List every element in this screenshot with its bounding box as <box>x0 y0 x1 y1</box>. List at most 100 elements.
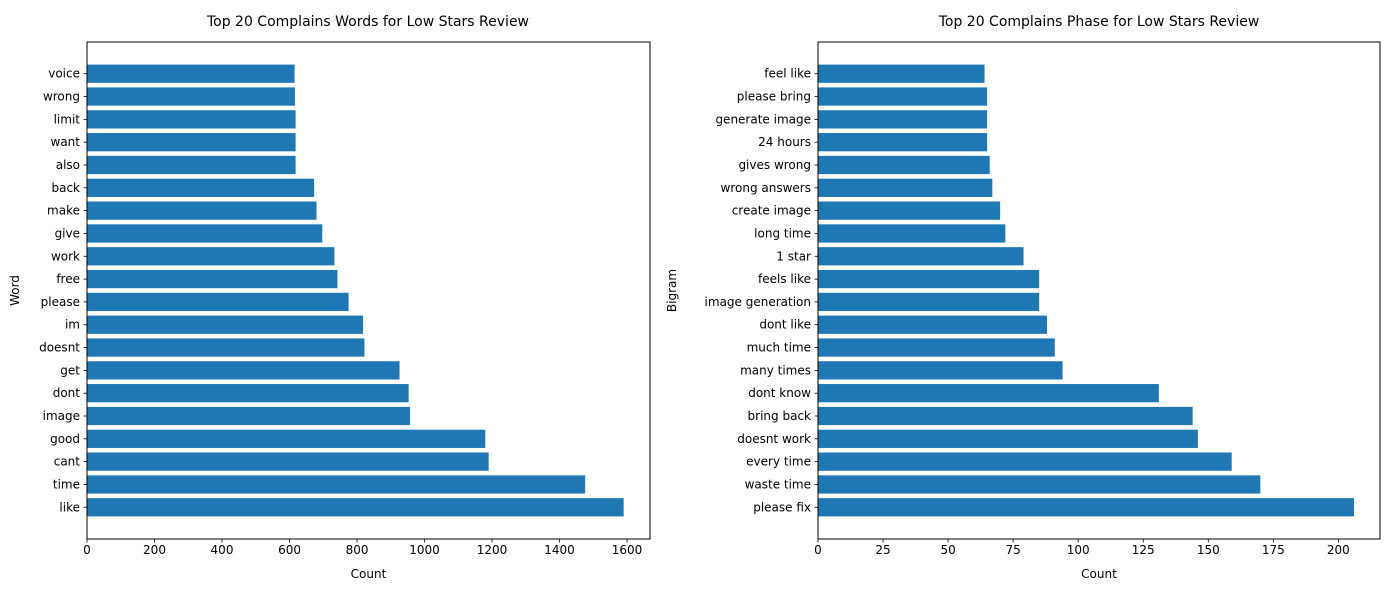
bigrams-ytick-label-12: long time <box>754 226 811 240</box>
bigrams-xtick-label-1: 25 <box>875 543 890 557</box>
bigrams-ytick-label-8: dont like <box>759 318 811 332</box>
bigrams-axes-frame <box>817 41 1381 540</box>
bigrams-ytick-label-14: wrong answers <box>721 181 811 195</box>
bigrams-xtick-label-5: 125 <box>1132 543 1155 557</box>
bigrams-ytick-label-4: bring back <box>748 409 811 423</box>
words-bar-19 <box>87 64 295 83</box>
words-ytick-label-7: doesnt <box>39 341 80 355</box>
words-bar-6 <box>87 361 400 380</box>
words-bar-16 <box>87 133 296 152</box>
words-xtick-label-2: 400 <box>211 543 234 557</box>
bigrams-ytick-label-3: doesnt work <box>737 432 811 446</box>
bigrams-x-axis-label: Count <box>1081 567 1117 581</box>
words-ytick-label-19: voice <box>48 67 80 81</box>
words-ytick-label-0: like <box>59 500 80 514</box>
bigrams-ytick-label-6: many times <box>740 363 811 377</box>
bigrams-bar-12 <box>818 224 1006 243</box>
words-bar-14 <box>87 178 315 197</box>
words-xtick-label-7: 1400 <box>544 543 575 557</box>
bigrams-ytick-label-13: create image <box>732 204 811 218</box>
words-ytick-label-5: dont <box>53 386 81 400</box>
bigrams-bar-3 <box>818 429 1198 448</box>
bigrams-xtick-label-0: 0 <box>814 543 822 557</box>
bigrams-bar-10 <box>818 269 1040 289</box>
words-ytick-label-1: time <box>53 477 80 491</box>
bigrams-bar-14 <box>818 178 993 197</box>
bigrams-ytick-label-9: image generation <box>705 295 811 309</box>
words-ytick-label-8: im <box>65 318 80 332</box>
bigrams-ytick-label-11: 1 star <box>776 249 811 263</box>
bigrams-ytick-label-2: every time <box>746 455 811 469</box>
words-xtick-label-8: 1600 <box>612 543 643 557</box>
bigrams-xtick-label-6: 150 <box>1197 543 1220 557</box>
words-axes-frame <box>86 41 651 540</box>
bigrams-ytick-label-7: much time <box>747 341 811 355</box>
words-bar-1 <box>87 475 586 494</box>
bigrams-ytick-label-19: feel like <box>764 67 811 81</box>
bigrams-bar-5 <box>818 384 1159 403</box>
bigrams-ytick-label-15: gives wrong <box>738 158 811 172</box>
bigrams-bar-7 <box>818 338 1055 357</box>
words-ytick-label-2: cant <box>54 455 81 469</box>
words-xtick-label-5: 1000 <box>409 543 440 557</box>
words-y-axis-label: Word <box>8 275 22 306</box>
bigrams-ytick-label-18: please bring <box>737 90 811 104</box>
bigrams-bar-1 <box>818 475 1261 494</box>
words-ytick-label-17: limit <box>54 112 81 126</box>
words-xtick-label-4: 800 <box>346 543 369 557</box>
words-bar-8 <box>87 315 364 334</box>
words-ytick-label-4: image <box>43 409 80 423</box>
words-xtick-label-0: 0 <box>83 543 91 557</box>
bigrams-ytick-label-1: waste time <box>745 477 811 491</box>
words-bar-2 <box>87 452 489 471</box>
words-bar-10 <box>87 269 338 289</box>
bigrams-bar-11 <box>818 247 1024 266</box>
bigrams-ytick-label-5: dont know <box>748 386 811 400</box>
words-bar-13 <box>87 201 317 220</box>
bigrams-bar-8 <box>818 315 1047 334</box>
words-bar-15 <box>87 155 296 175</box>
words-ytick-label-16: want <box>51 135 81 149</box>
bigrams-chart-panel: please fix waste time every time doesnt wor… <box>665 14 1381 581</box>
bigrams-bar-9 <box>818 292 1040 312</box>
bigrams-ytick-label-0: please fix <box>753 500 811 514</box>
bigrams-bar-18 <box>818 87 988 106</box>
words-chart-title: Top 20 Complains Words for Low Stars Rev… <box>206 14 529 30</box>
words-bar-5 <box>87 384 409 403</box>
bigrams-bar-17 <box>818 110 988 129</box>
words-ytick-label-18: wrong <box>43 90 80 104</box>
bigrams-xtick-label-3: 75 <box>1005 543 1020 557</box>
words-ytick-label-3: good <box>50 432 80 446</box>
words-ytick-label-13: make <box>47 204 80 218</box>
bigrams-xtick-label-8: 200 <box>1327 543 1350 557</box>
words-ytick-label-11: work <box>51 249 80 263</box>
words-bar-11 <box>87 247 335 266</box>
bigrams-bar-19 <box>818 64 985 83</box>
words-ytick-label-12: give <box>55 226 80 240</box>
words-bar-17 <box>87 110 296 129</box>
words-bar-12 <box>87 224 323 243</box>
bigrams-ytick-label-10: feels like <box>758 272 811 286</box>
words-chart-panel: like time cant good image dont get doesnt im plea… <box>8 14 651 581</box>
words-bar-7 <box>87 338 365 357</box>
bigrams-bar-13 <box>818 201 1001 220</box>
words-ytick-label-6: get <box>60 363 80 377</box>
words-bar-18 <box>87 87 295 106</box>
words-xtick-label-1: 200 <box>143 543 166 557</box>
words-bar-0 <box>87 498 624 517</box>
words-bar-4 <box>87 406 411 426</box>
bigrams-bar-6 <box>818 361 1063 380</box>
bigrams-bar-16 <box>818 133 988 152</box>
bigrams-ytick-label-17: generate image <box>715 112 811 126</box>
bigrams-bar-15 <box>818 155 990 175</box>
bigrams-xtick-label-4: 100 <box>1067 543 1090 557</box>
words-ytick-label-15: also <box>56 158 80 172</box>
words-bar-9 <box>87 292 349 312</box>
words-xtick-label-6: 1200 <box>477 543 508 557</box>
words-ytick-label-10: free <box>56 272 80 286</box>
words-bar-3 <box>87 429 486 448</box>
bigrams-bar-0 <box>818 498 1354 517</box>
bigrams-bar-2 <box>818 452 1232 471</box>
bigrams-y-axis-label: Bigram <box>665 269 679 312</box>
